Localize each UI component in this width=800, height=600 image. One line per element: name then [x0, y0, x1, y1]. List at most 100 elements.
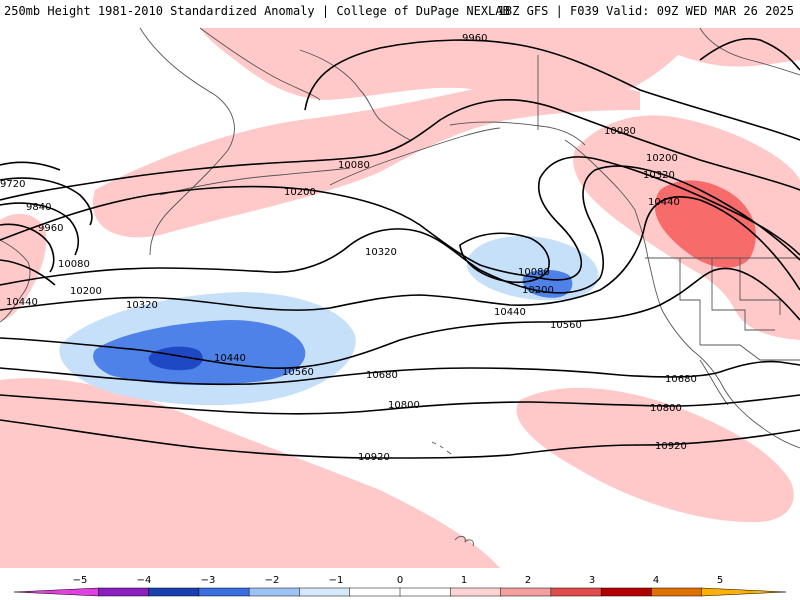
label-10920-east: 10920: [655, 441, 687, 452]
legend-swatch: [550, 587, 602, 597]
alaska-south-coast: [449, 121, 586, 146]
label-9720-west: 9720: [0, 179, 25, 190]
positive-anomaly-bering: [200, 28, 700, 103]
arctic-islands: [699, 27, 800, 76]
hawaii-islands: [431, 441, 452, 455]
label-10800-east: 10800: [650, 403, 682, 414]
label-10560-west: 10560: [282, 367, 314, 378]
state-borders-1: [679, 258, 701, 345]
legend-tick-minus5: −5: [73, 575, 88, 586]
mexico-border: [700, 344, 800, 361]
positive-anomaly-west-edge: [0, 213, 47, 321]
label-10200-bc: 10200: [646, 153, 678, 164]
label-10440-west: 10440: [6, 297, 38, 308]
label-10200-pacific: 10200: [284, 187, 316, 198]
legend-tick-labels: −5 −4 −3 −2 −1 0 1 2 3 4 5: [73, 575, 724, 586]
contour-10320-mid: [0, 165, 800, 294]
legend-tick-minus4: −4: [137, 575, 152, 586]
label-10440-west-low: 10440: [214, 353, 246, 364]
map-canvas: 9960 10080 10080 10200 10320 10440 10200…: [0, 24, 800, 568]
legend-tick-2: 2: [525, 575, 531, 586]
baja-coast: [699, 359, 729, 406]
color-scale-legend: −5 −4 −3 −2 −1 0 1 2 3 4 5: [0, 571, 800, 600]
label-10800-mid: 10800: [388, 400, 420, 411]
contour-9960-ne: [699, 37, 800, 71]
label-10920-mid: 10920: [358, 452, 390, 463]
coastlines: [0, 27, 800, 547]
state-borders-2: [711, 258, 775, 331]
legend-swatch: [98, 587, 150, 597]
label-10680-east: 10680: [665, 374, 697, 385]
label-10320-west: 10320: [126, 300, 158, 311]
contour-10560: [0, 267, 800, 369]
contour-10680: [0, 360, 800, 386]
legend-tick-1: 1: [461, 575, 467, 586]
kamchatka-coast: [139, 27, 235, 256]
label-10080-pacific: 10080: [338, 160, 370, 171]
map-title: 250mb Height 1981-2010 Standardized Anom…: [4, 4, 510, 18]
legend-tick-0: 0: [397, 575, 403, 586]
contour-10080-west: [0, 223, 55, 273]
label-10200-low: 10200: [522, 285, 554, 296]
label-10560-east: 10560: [550, 320, 582, 331]
alaska-peninsula: [329, 127, 501, 186]
small-atoll: [454, 535, 474, 547]
contour-10080-low: [459, 232, 550, 284]
legend-swatch: [651, 587, 703, 597]
legend-swatch: [198, 587, 250, 597]
label-9840-west: 9840: [26, 202, 51, 213]
contour-9840-west: [0, 177, 93, 226]
japan-coast: [0, 239, 31, 323]
label-9960-west: 9960: [38, 223, 63, 234]
contour-9960-north: [304, 39, 800, 141]
label-10320-bc: 10320: [643, 170, 675, 181]
contour-10200-west: [0, 259, 56, 286]
anomaly-shading: [0, 28, 800, 568]
contour-9720-west: [0, 161, 61, 171]
legend-swatch: [148, 587, 200, 597]
label-9960-north: 9960: [462, 33, 487, 44]
positive-anomaly-east-pacific: [516, 387, 794, 523]
legend-tick-5: 5: [717, 575, 723, 586]
legend-swatch: [600, 587, 653, 597]
strong-positive-anomaly-idaho: [655, 180, 756, 268]
contour-10080-north: [0, 98, 800, 201]
legend-swatch: [450, 587, 502, 597]
label-10320-mid: 10320: [365, 247, 397, 258]
state-borders-3: [739, 258, 781, 315]
label-10080-low: 10080: [518, 267, 550, 278]
label-10440-low: 10440: [494, 307, 526, 318]
legend-swatch: [500, 587, 552, 597]
legend-tick-minus2: −2: [265, 575, 280, 586]
mexico-coast: [721, 384, 800, 449]
legend-color-bar: [13, 587, 787, 597]
contour-9960-west: [0, 202, 80, 256]
siberia-coast: [199, 27, 321, 101]
legend-tick-4: 4: [653, 575, 659, 586]
contour-10800: [0, 394, 800, 415]
header-bar: 250mb Height 1981-2010 Standardized Anom…: [0, 0, 800, 24]
positive-anomaly-subtropics: [0, 378, 500, 568]
positive-anomaly-siberia: [92, 81, 641, 238]
legend-tick-minus3: −3: [201, 575, 216, 586]
label-10200-west: 10200: [70, 286, 102, 297]
legend-tick-3: 3: [589, 575, 595, 586]
label-10680-mid: 10680: [366, 370, 398, 381]
legend-tick-minus1: −1: [329, 575, 344, 586]
legend-swatch: [701, 587, 787, 597]
contour-10200-mid: [0, 156, 800, 281]
us-west-coast: [647, 257, 723, 386]
run-info: 18Z GFS | F039 Valid: 09Z WED MAR 26 202…: [497, 4, 794, 18]
legend-swatch: [299, 587, 351, 597]
label-10080-ak: 10080: [604, 126, 636, 137]
label-10440-bc: 10440: [648, 197, 680, 208]
contour-labels: 9960 10080 10080 10200 10320 10440 10200…: [0, 33, 697, 463]
label-10080-west: 10080: [58, 259, 90, 270]
contour-10440: [0, 196, 800, 311]
legend-swatch: [399, 587, 452, 597]
height-contours: [0, 37, 800, 459]
legend-swatch: [248, 587, 301, 597]
legend-swatch: [349, 587, 401, 597]
contour-10920: [0, 419, 800, 459]
